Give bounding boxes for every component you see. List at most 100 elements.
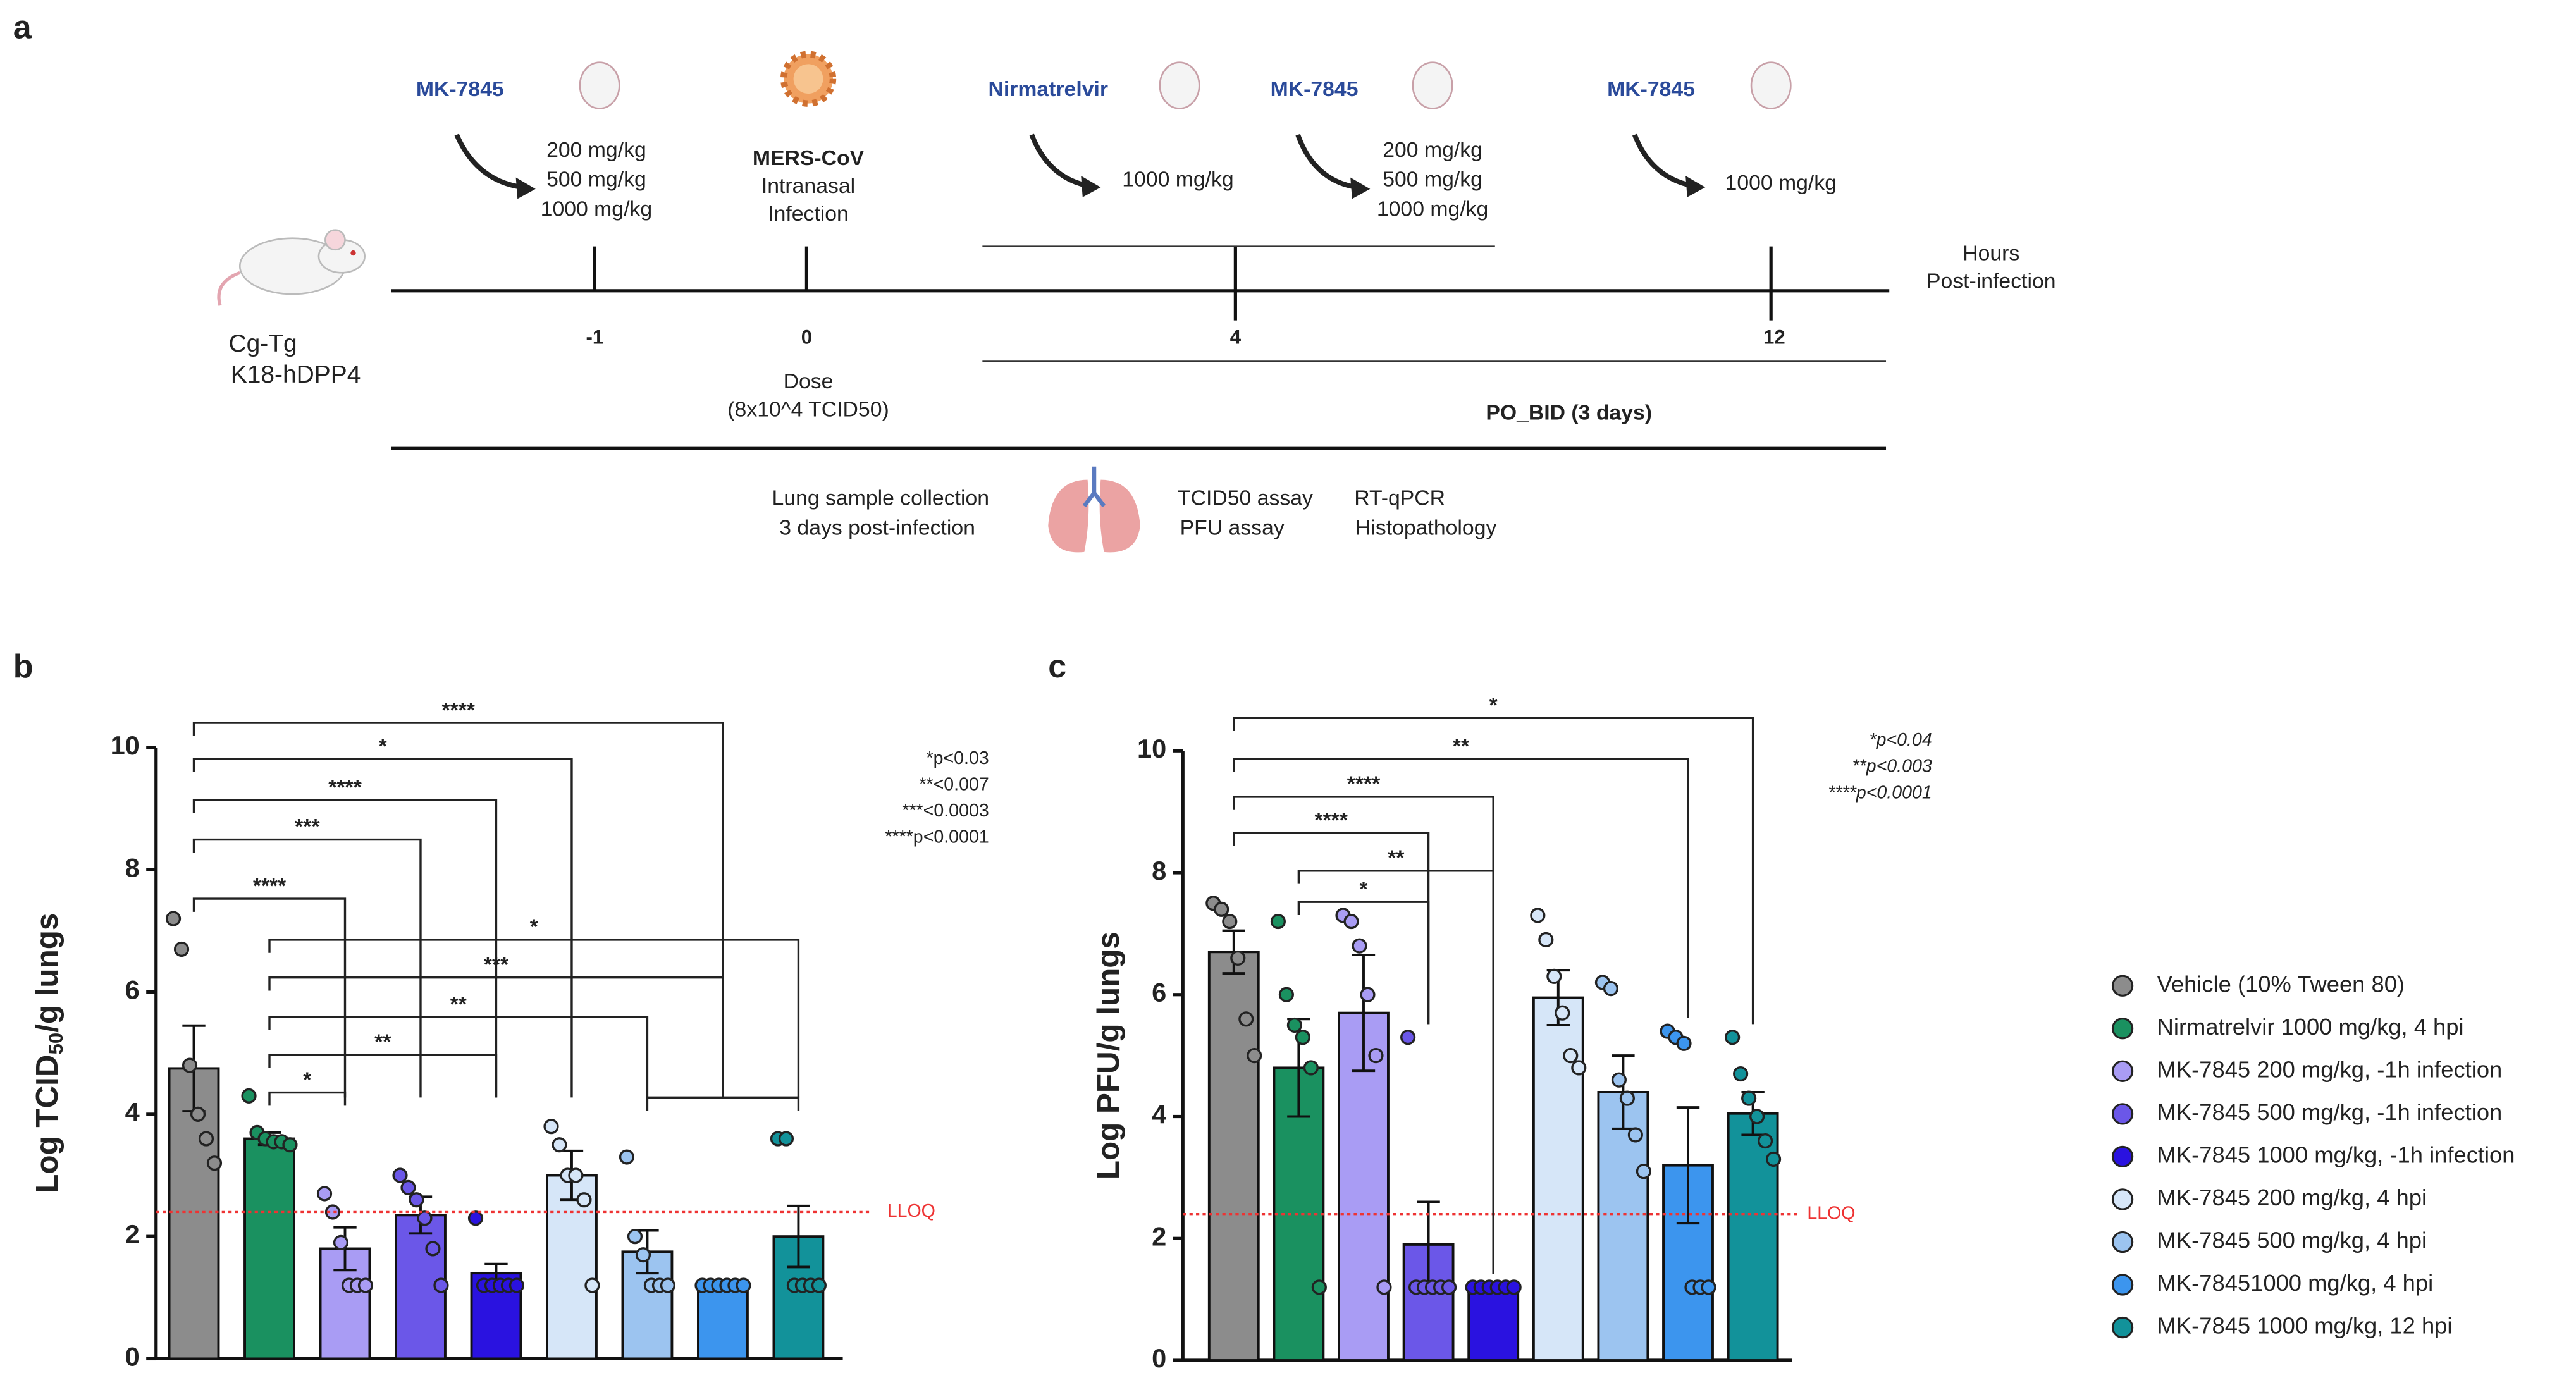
significance-bracket (1233, 717, 1754, 1025)
data-point (417, 1210, 433, 1226)
significance-label: *** (484, 952, 509, 976)
significance-bracket (268, 1016, 649, 1098)
significance-label: * (303, 1068, 312, 1092)
data-point (1352, 938, 1367, 954)
panel-label: c (1048, 648, 1066, 685)
data-point (778, 1131, 794, 1147)
data-point (1563, 1048, 1579, 1064)
dose-label: 500 mg/kg (546, 168, 646, 192)
data-point (1441, 1279, 1457, 1295)
data-point (660, 1277, 675, 1293)
legend-label: MK-7845 500 mg/kg, -1h infection (2157, 1099, 2503, 1125)
legend-label: Vehicle (10% Tween 80) (2157, 971, 2405, 997)
data-point (508, 1277, 525, 1293)
y-tick-label: 2 (1152, 1221, 1166, 1251)
data-point (1538, 932, 1554, 948)
data-point (173, 941, 190, 957)
legend-label: MK-7845 1000 mg/kg, 12 hpi (2157, 1313, 2453, 1339)
lungs-icon (1048, 466, 1140, 553)
data-point (1546, 968, 1562, 984)
data-point (182, 1057, 198, 1073)
data-point (1278, 987, 1294, 1002)
data-point (736, 1277, 751, 1293)
legend-swatch (2111, 1060, 2134, 1082)
y-tick-label: 8 (125, 853, 140, 882)
dose-label: 1000 mg/kg (1725, 171, 1837, 195)
bar (772, 1235, 825, 1360)
data-point (409, 1192, 424, 1208)
data-point (1214, 901, 1229, 917)
error-bar (1352, 954, 1376, 1073)
dose-info: Dose (784, 369, 834, 393)
y-tick-label: 10 (1137, 734, 1166, 763)
data-point (1286, 1017, 1302, 1033)
y-tick-label: 6 (1152, 978, 1166, 1007)
dose-label: 500 mg/kg (1383, 168, 1482, 192)
significance-label: ** (1388, 846, 1405, 870)
data-point (552, 1137, 567, 1153)
p-value-note: **p<0.003 (1852, 756, 1932, 777)
legend-swatch (2111, 975, 2134, 997)
drug-label: MK-7845 (1607, 77, 1695, 101)
data-point (392, 1167, 408, 1183)
infection-label: Infection (768, 202, 849, 226)
data-point (1270, 914, 1286, 930)
data-point (811, 1277, 827, 1293)
data-point (619, 1149, 635, 1165)
data-point (1360, 987, 1376, 1002)
assay: Histopathology (1355, 515, 1496, 539)
p-value-note: **<0.007 (919, 774, 989, 794)
significance-bracket (192, 758, 573, 1098)
data-point (635, 1247, 651, 1263)
lloq-label: LLOQ (887, 1201, 935, 1221)
regimen: PO_BID (3 days) (1486, 401, 1652, 425)
dose-info: (8x10^4 TCID50) (727, 397, 889, 421)
legend-label: MK-7845 1000 mg/kg, -1h infection (2157, 1142, 2515, 1168)
significance-bracket (1233, 758, 1689, 1018)
significance-bracket (192, 722, 724, 1098)
data-point (467, 1210, 484, 1226)
y-tick-label: 6 (125, 975, 140, 1005)
y-label-part: 50 (45, 1033, 67, 1055)
data-point (1530, 908, 1546, 923)
significance-bracket (268, 1054, 498, 1098)
legend-swatch (2111, 1188, 2134, 1210)
data-point (1676, 1035, 1692, 1051)
timeline-label: 0 (801, 326, 812, 348)
legend-swatch (2111, 1231, 2134, 1253)
bar (697, 1284, 749, 1360)
dose-label: 1000 mg/kg (1122, 168, 1233, 192)
significance-label: ** (1453, 734, 1470, 758)
significance-label: **** (441, 698, 475, 722)
data-point (568, 1167, 584, 1183)
drug-label: MK-7845 (416, 77, 504, 101)
data-point (357, 1277, 374, 1293)
data-point (1725, 1030, 1741, 1045)
y-label-part: Log PFU/g lungs (1091, 932, 1126, 1179)
data-point (190, 1106, 206, 1122)
data-point (1741, 1090, 1757, 1106)
infection-label: Intranasal (761, 174, 855, 198)
significance-bracket (1297, 870, 1494, 1274)
axis-label: Hours (1963, 242, 2019, 266)
data-point (324, 1204, 341, 1220)
y-label-part: Log TCID (30, 1054, 65, 1193)
data-point (543, 1119, 559, 1135)
arrowheads (515, 175, 1706, 199)
dose-label: 200 mg/kg (546, 138, 646, 162)
y-tick-label: 2 (125, 1219, 140, 1249)
legend-label: MK-7845 200 mg/kg, 4 hpi (2157, 1185, 2427, 1210)
data-point (1766, 1151, 1782, 1167)
data-point (425, 1241, 441, 1257)
significance-bracket (192, 799, 498, 1098)
data-point (1733, 1066, 1749, 1082)
legend-label: MK-7845 500 mg/kg, 4 hpi (2157, 1228, 2427, 1253)
significance-label: ** (450, 992, 467, 1016)
y-axis-label: Log TCID50/g lungs (30, 913, 67, 1193)
error-bar (787, 1204, 810, 1269)
data-point (1400, 1030, 1416, 1045)
data-point (1368, 1048, 1384, 1064)
data-point (1758, 1133, 1773, 1149)
data-point (1303, 1060, 1319, 1076)
